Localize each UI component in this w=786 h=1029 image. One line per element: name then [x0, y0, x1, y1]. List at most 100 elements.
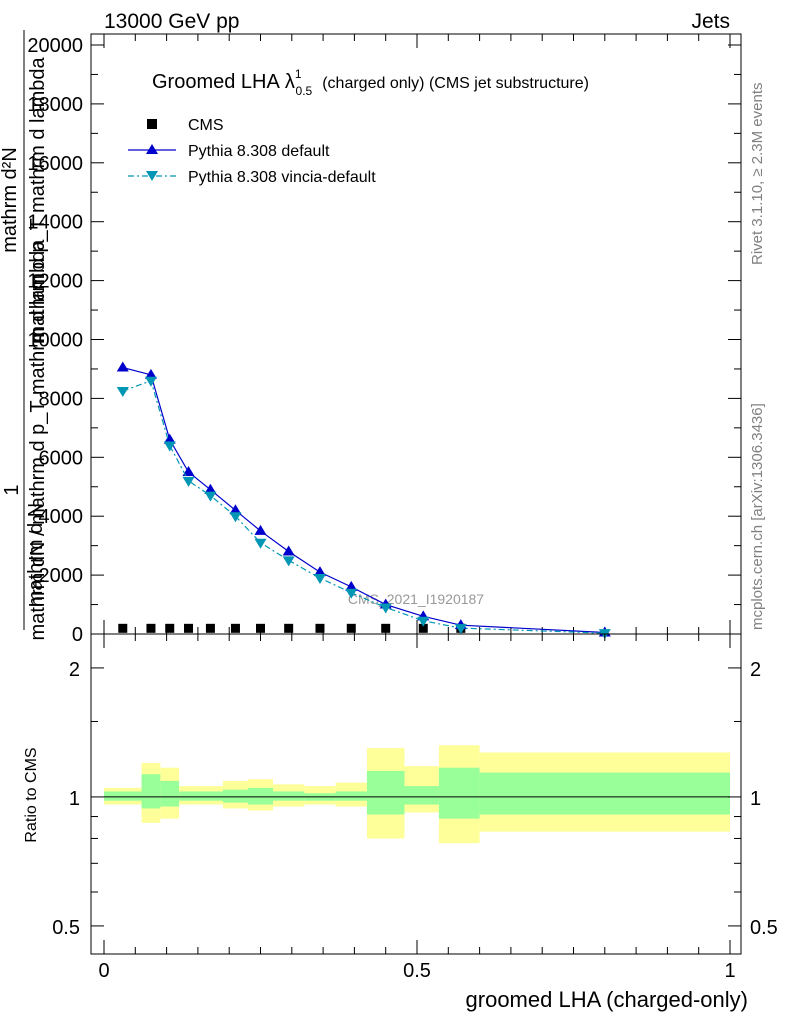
ratio-band-inner: [273, 791, 305, 801]
ratio-xtick-label: 0: [98, 960, 109, 982]
ratio-ytick-label-right: 0.5: [750, 917, 778, 939]
data-point-vincia: [379, 603, 392, 614]
data-point-cms: [184, 623, 194, 633]
mcplots-label: mcplots.cern.ch [arXiv:1306.3436]: [749, 403, 766, 630]
legend-label-cms: CMS: [188, 117, 224, 134]
data-point-vincia: [204, 491, 217, 502]
main-plot: 0 2000 4000 6000 8000 10000 12000 14000 16000 180…: [0, 30, 742, 646]
main-series: [116, 361, 611, 640]
data-point-vincia: [163, 441, 176, 452]
ratio-plot: 0.5 0.51 12 2 0 0.5 1 Ratio to CMS groomed LH…: [23, 633, 778, 1012]
main-ytick-label: 0: [72, 624, 83, 646]
main-ytick-label: 14000: [27, 212, 83, 234]
legend-marker-cms: [147, 119, 157, 129]
ratio-xtick-label: 1: [724, 960, 735, 982]
data-point-cms: [418, 623, 428, 633]
ratio-band-inner: [104, 791, 142, 801]
title-symbol: λ: [285, 71, 295, 93]
ratio-plot-frame: [90, 633, 742, 955]
legend: CMS Pythia 8.308 default Pythia 8.308 vi…: [128, 117, 376, 186]
title-sup: 1: [295, 67, 302, 81]
header-process: 13000 GeV pp: [104, 10, 239, 33]
data-point-cms: [118, 623, 128, 633]
ratio-ytick-label: 1: [69, 788, 80, 810]
legend-item-default: Pythia 8.308 default: [128, 143, 330, 160]
data-point-cms: [205, 623, 215, 633]
main-ytick-label: 20000: [27, 35, 83, 57]
data-point-default: [345, 580, 358, 591]
ratio-ytick-label: 2: [69, 659, 80, 681]
legend-marker-default: [146, 144, 158, 154]
main-ytick-label: 16000: [27, 153, 83, 175]
legend-label-vincia: Pythia 8.308 vincia-default: [188, 169, 376, 186]
main-ytick-label: 4000: [39, 506, 84, 528]
ylabel-top: 1: [1, 484, 23, 495]
legend-label-default: Pythia 8.308 default: [188, 143, 330, 160]
data-point-default: [254, 524, 267, 535]
data-point-default: [116, 361, 129, 372]
data-point-default: [182, 466, 195, 477]
title-suffix: (charged only) (CMS jet substructure): [322, 75, 589, 92]
ratio-band-inner: [335, 791, 367, 801]
data-point-cms: [284, 623, 294, 633]
title-sub: 0.5: [296, 84, 313, 98]
x-axis-label: groomed LHA (charged-only): [466, 987, 748, 1012]
legend-marker-vincia: [146, 171, 158, 181]
series-line-2: [122, 379, 605, 634]
ratio-ytick-label: 0.5: [52, 917, 80, 939]
ratio-bands: [104, 745, 730, 844]
title-text: Groomed LHA: [152, 71, 280, 93]
ylabel-inner-den: mathrm dN / mathrm d p_T mathrm d lambda: [27, 239, 49, 641]
data-point-default: [163, 433, 176, 444]
data-point-vincia: [282, 556, 295, 567]
main-y-label: 1 mathrm d²N mathrm d N mathrm d p_T mat…: [0, 30, 49, 640]
ratio-band-inner: [247, 787, 274, 805]
series-line-1: [122, 366, 605, 634]
ratio-y-axis: 0.5 0.5 1 1 2 2: [52, 659, 778, 939]
ratio-band-inner: [160, 780, 180, 807]
ratio-band-inner: [222, 789, 248, 803]
data-point-cms: [381, 623, 391, 633]
rivet-label: Rivet 3.1.10, ≥ 2.3M events: [749, 83, 766, 266]
main-ytick-label: 10000: [27, 330, 83, 352]
ratio-band-inner: [179, 791, 198, 801]
data-point-vincia: [144, 376, 157, 387]
main-ytick-label: 18000: [27, 94, 83, 116]
main-ytick-label: 8000: [39, 388, 84, 410]
data-point-cms: [256, 623, 265, 633]
legend-item-vincia: Pythia 8.308 vincia-default: [128, 169, 376, 186]
plot-title: Groomed LHA λ1 0.5 (charged only) (CMS jet …: [152, 67, 589, 98]
ratio-band-inner: [438, 767, 480, 819]
data-point-cms: [165, 623, 175, 633]
data-point-vincia: [313, 574, 326, 585]
ratio-band-inner: [141, 774, 161, 809]
legend-item-cms: CMS: [147, 117, 224, 134]
ylabel-inner-num: mathrm d N: [25, 503, 47, 607]
ratio-band-inner: [404, 786, 439, 805]
ratio-y-label: Ratio to CMS: [23, 747, 40, 842]
ylabel-den: mathrm d p_T mathrm d lambda: [27, 56, 49, 342]
data-point-default: [144, 368, 157, 379]
ratio-x-axis: 0 0.5 1: [98, 634, 736, 982]
data-point-default: [282, 545, 295, 556]
main-ytick-label: 2000: [39, 565, 84, 587]
main-y-axis: 0 2000 4000 6000 8000 10000 12000 14000 16000 180…: [27, 35, 741, 646]
data-point-cms: [346, 623, 356, 633]
ylabel-num: mathrm d²N: [0, 147, 21, 253]
ratio-band-inner: [366, 770, 405, 815]
data-point-cms: [146, 623, 156, 633]
data-point-cms: [315, 623, 325, 633]
data-point-vincia: [229, 512, 242, 523]
header-category: Jets: [691, 10, 730, 33]
data-point-vincia: [345, 588, 358, 599]
main-ytick-label: 6000: [39, 447, 84, 469]
data-point-vincia: [454, 624, 467, 635]
ratio-xtick-label: 0.5: [403, 960, 431, 982]
data-point-vincia: [417, 616, 430, 627]
ratio-band-inner: [479, 772, 730, 815]
data-point-default: [229, 504, 242, 515]
data-point-cms: [230, 623, 240, 633]
data-point-vincia: [116, 387, 129, 398]
data-point-vincia: [182, 476, 195, 487]
